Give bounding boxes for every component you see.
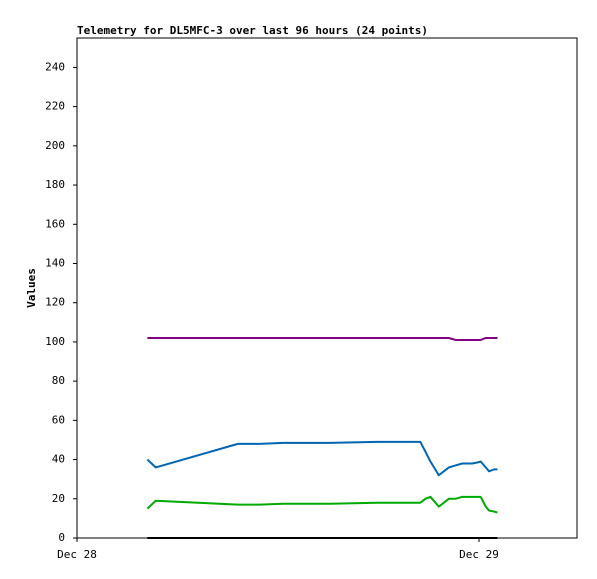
y-tick-label: 60 (52, 413, 65, 426)
series-line (146, 440, 498, 477)
y-tick-label: 160 (45, 217, 65, 230)
y-tick-label: 40 (52, 453, 65, 466)
x-tick-label: Dec 29 (459, 548, 499, 561)
y-tick-label: 80 (52, 374, 65, 387)
y-tick-label: 220 (45, 100, 65, 113)
y-tick-label: 100 (45, 335, 65, 348)
y-tick-label: 0 (58, 531, 65, 544)
x-tick-label: Dec 28 (57, 548, 97, 561)
y-tick-label: 140 (45, 256, 65, 269)
y-tick-label: 120 (45, 296, 65, 309)
series-line (146, 495, 498, 514)
y-tick-label: 20 (52, 492, 65, 505)
chart-title: Telemetry for DL5MFC-3 over last 96 hour… (77, 24, 428, 37)
y-tick-label: 240 (45, 60, 65, 73)
y-tick-label: 200 (45, 139, 65, 152)
y-tick-label: 180 (45, 178, 65, 191)
series-line (147, 337, 498, 341)
y-axis-label: Values (25, 268, 38, 308)
